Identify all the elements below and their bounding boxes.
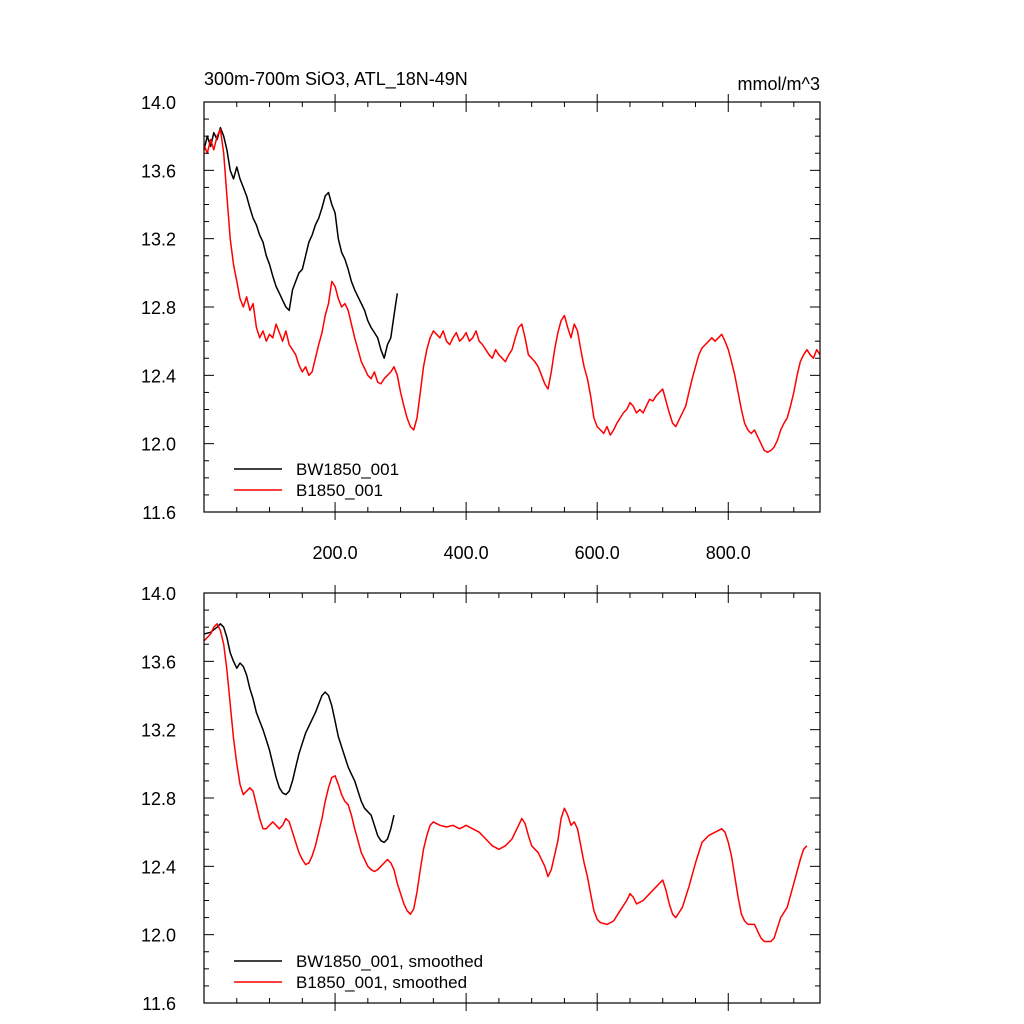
plot-frame [203,592,821,1004]
y-tick-label: 13.2 [141,721,176,741]
y-tick-label: 11.6 [142,503,176,523]
legend-label-bw1850-smoothed: BW1850_001, smoothed [296,952,483,971]
legend-label-b1850-smoothed: B1850_001, smoothed [296,973,467,992]
plot-frame [203,101,821,513]
bottom-panel: 14.0 13.6 13.2 12.8 12.4 12.0 11.6 BW1850_001,… [141,584,821,1014]
y-tick-label: 14.0 [141,584,176,604]
y-tick-label: 12.4 [141,857,176,877]
x-tick-label: 800.0 [706,543,751,563]
series-line-bw1850-001 [203,126,399,359]
y-tick-label: 13.2 [141,230,176,250]
y-tick-label: 12.8 [141,789,176,809]
legend: BW1850_001 B1850_001 [234,460,399,500]
y-tick-label: 11.6 [142,994,176,1014]
series-line-b1850-001 [203,128,821,453]
x-tick-label: 600.0 [575,543,620,563]
plot-area [203,126,821,453]
y-tick-label: 12.0 [141,435,176,455]
y-tick-label: 13.6 [141,652,176,672]
legend-label-bw1850: BW1850_001 [296,460,399,479]
y-tick-labels: 14.0 13.6 13.2 12.8 12.4 12.0 11.6 [141,93,176,523]
y-tick-label: 14.0 [141,93,176,113]
x-tick-labels: 200.0 400.0 600.0 800.0 [313,543,751,563]
y-tick-labels: 14.0 13.6 13.2 12.8 12.4 12.0 11.6 [141,584,176,1014]
legend: BW1850_001, smoothed B1850_001, smoothed [234,952,483,992]
legend-label-b1850: B1850_001 [296,481,383,500]
y-tick-label: 12.0 [141,926,176,946]
series-line-b1850-001-smoothed [203,623,808,943]
units-label: mmol/m^3 [738,74,820,94]
x-tick-label: 200.0 [313,543,358,563]
y-tick-label: 12.8 [141,298,176,318]
y-tick-label: 12.4 [141,366,176,386]
tick-marks [204,94,820,520]
tick-marks [204,585,820,1011]
y-tick-label: 13.6 [141,161,176,181]
plot-area [203,623,808,943]
series-line-bw1850-001-smoothed [203,623,395,844]
x-tick-label: 400.0 [444,543,489,563]
chart-title: 300m-700m SiO3, ATL_18N-49N [204,69,468,90]
top-panel: 300m-700m SiO3, ATL_18N-49N mmol/m^3 14.… [141,69,821,563]
